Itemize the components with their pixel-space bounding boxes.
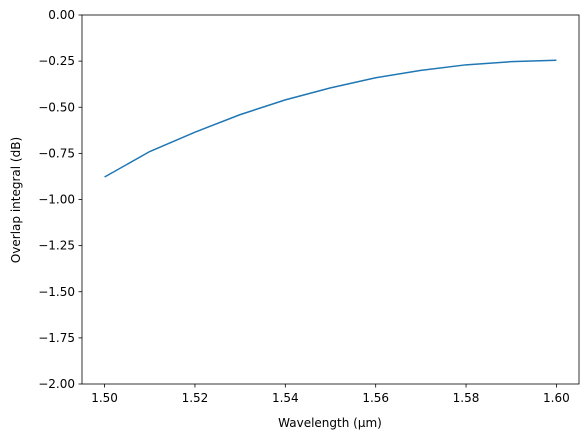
y-tick-label: −1.50 bbox=[38, 285, 75, 299]
x-tick-label: 1.58 bbox=[453, 391, 480, 405]
y-tick-label: −0.75 bbox=[38, 146, 75, 160]
y-tick-label: −1.25 bbox=[38, 239, 75, 253]
y-tick-label: −0.25 bbox=[38, 54, 75, 68]
y-tick-label: −1.00 bbox=[38, 193, 75, 207]
x-tick-label: 1.52 bbox=[182, 391, 209, 405]
x-tick-label: 1.54 bbox=[272, 391, 299, 405]
y-tick-label: −1.75 bbox=[38, 331, 75, 345]
x-tick-label: 1.60 bbox=[543, 391, 570, 405]
y-tick-label: −0.50 bbox=[38, 100, 75, 114]
y-tick-label: 0.00 bbox=[48, 8, 75, 22]
x-axis-label: Wavelength (μm) bbox=[278, 416, 382, 430]
y-tick-label: −2.00 bbox=[38, 377, 75, 391]
x-tick-label: 1.56 bbox=[362, 391, 389, 405]
plot-frame bbox=[81, 14, 580, 385]
line bbox=[104, 59, 557, 178]
y-axis-label: Overlap integral (dB) bbox=[9, 137, 23, 263]
x-tick-label: 1.50 bbox=[91, 391, 118, 405]
